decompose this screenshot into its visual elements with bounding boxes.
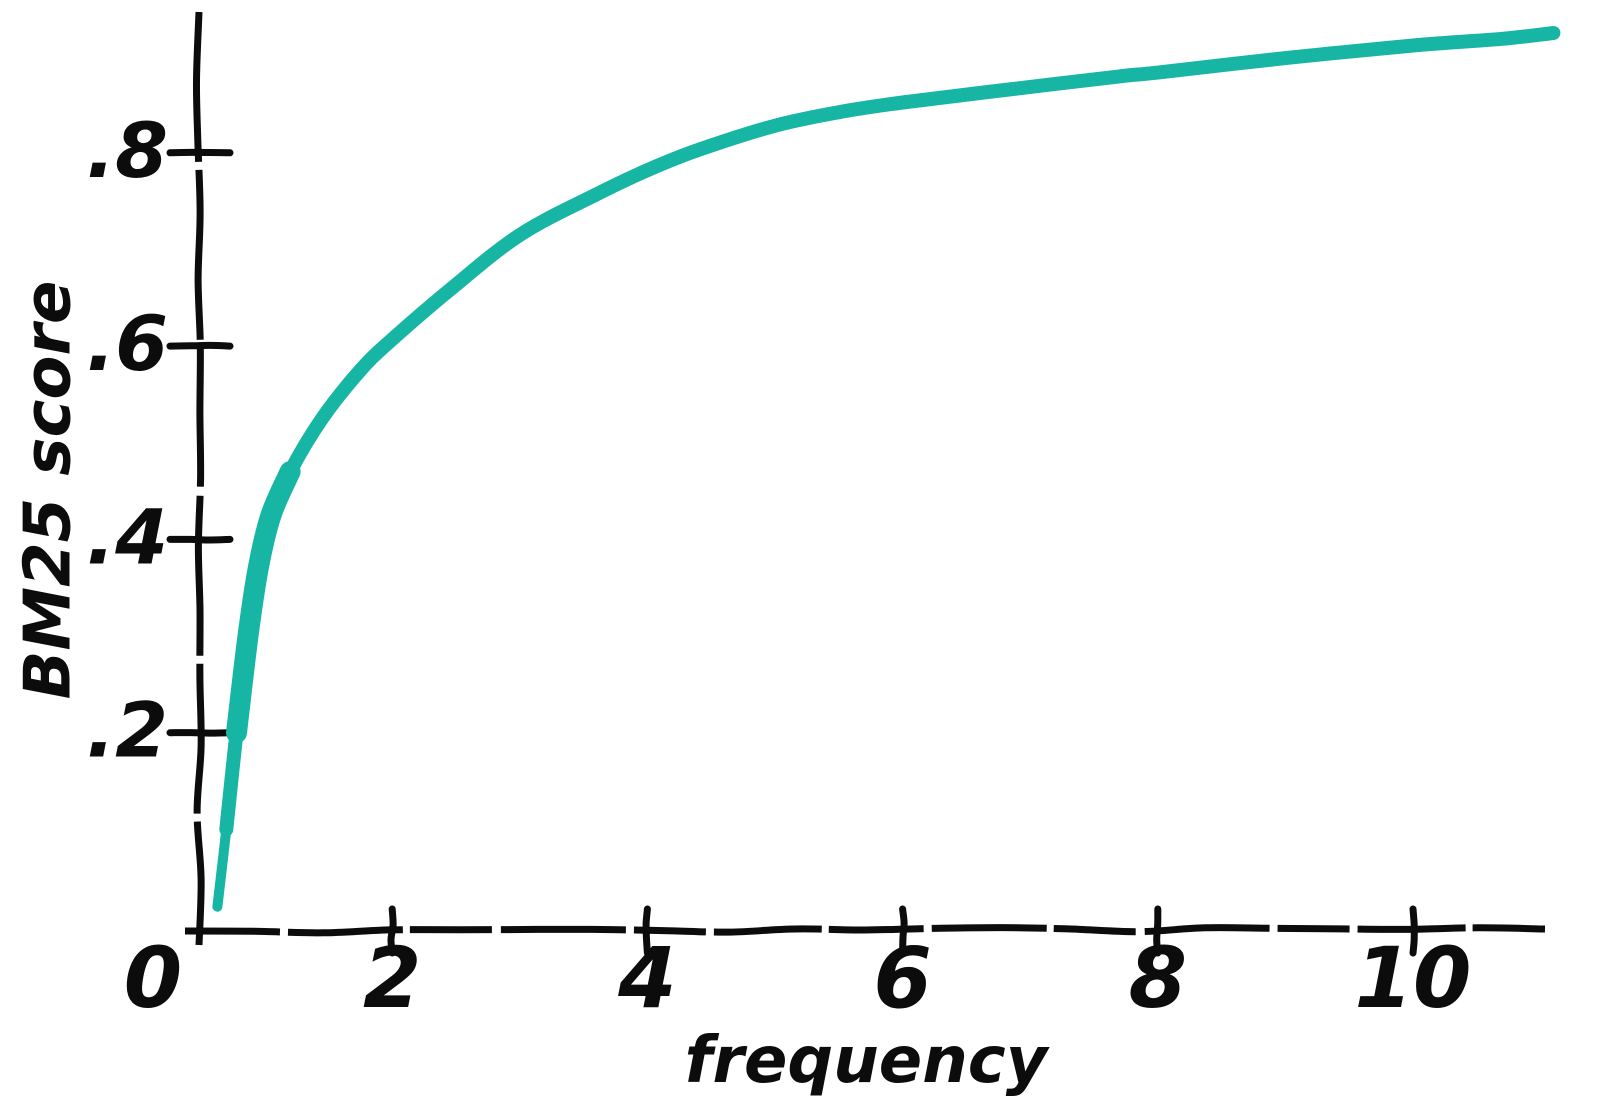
x-tick-label: 6 [873, 929, 931, 1027]
axes [184, 11, 1546, 946]
tick-labels: .2 .4 .6 .8 0 2 4 6 8 10 [86, 106, 1471, 1027]
curve-main [219, 26, 1561, 837]
y-tick-label: .8 [86, 106, 168, 195]
bm25-saturation-curve [212, 26, 1561, 912]
tick-marks [166, 148, 1418, 957]
y-tick-mark [166, 729, 234, 737]
x-tick-mark [899, 905, 908, 957]
x-tick-mark [1153, 905, 1162, 957]
x-axis-line [184, 924, 1546, 937]
y-tick-label: .4 [86, 492, 168, 581]
y-axis-line [192, 11, 205, 946]
y-tick-label: .6 [86, 299, 168, 388]
x-tick-label: 4 [617, 929, 676, 1027]
x-tick-label: 2 [363, 929, 421, 1027]
x-tick-label: 8 [1129, 929, 1187, 1027]
x-axis-title: frequency [685, 1024, 1050, 1098]
x-tick-mark [642, 905, 651, 957]
y-axis-title: BM25 score [12, 281, 86, 700]
x-tick-mark [387, 905, 397, 957]
y-tick-mark [166, 535, 234, 544]
y-tick-mark [166, 341, 234, 350]
x-tick-label: 0 [124, 929, 182, 1027]
y-tick-label: .2 [86, 686, 168, 775]
x-tick-mark [1409, 905, 1418, 957]
x-tick-label: 10 [1355, 929, 1472, 1027]
curve-knee-thick-segment [226, 461, 301, 744]
